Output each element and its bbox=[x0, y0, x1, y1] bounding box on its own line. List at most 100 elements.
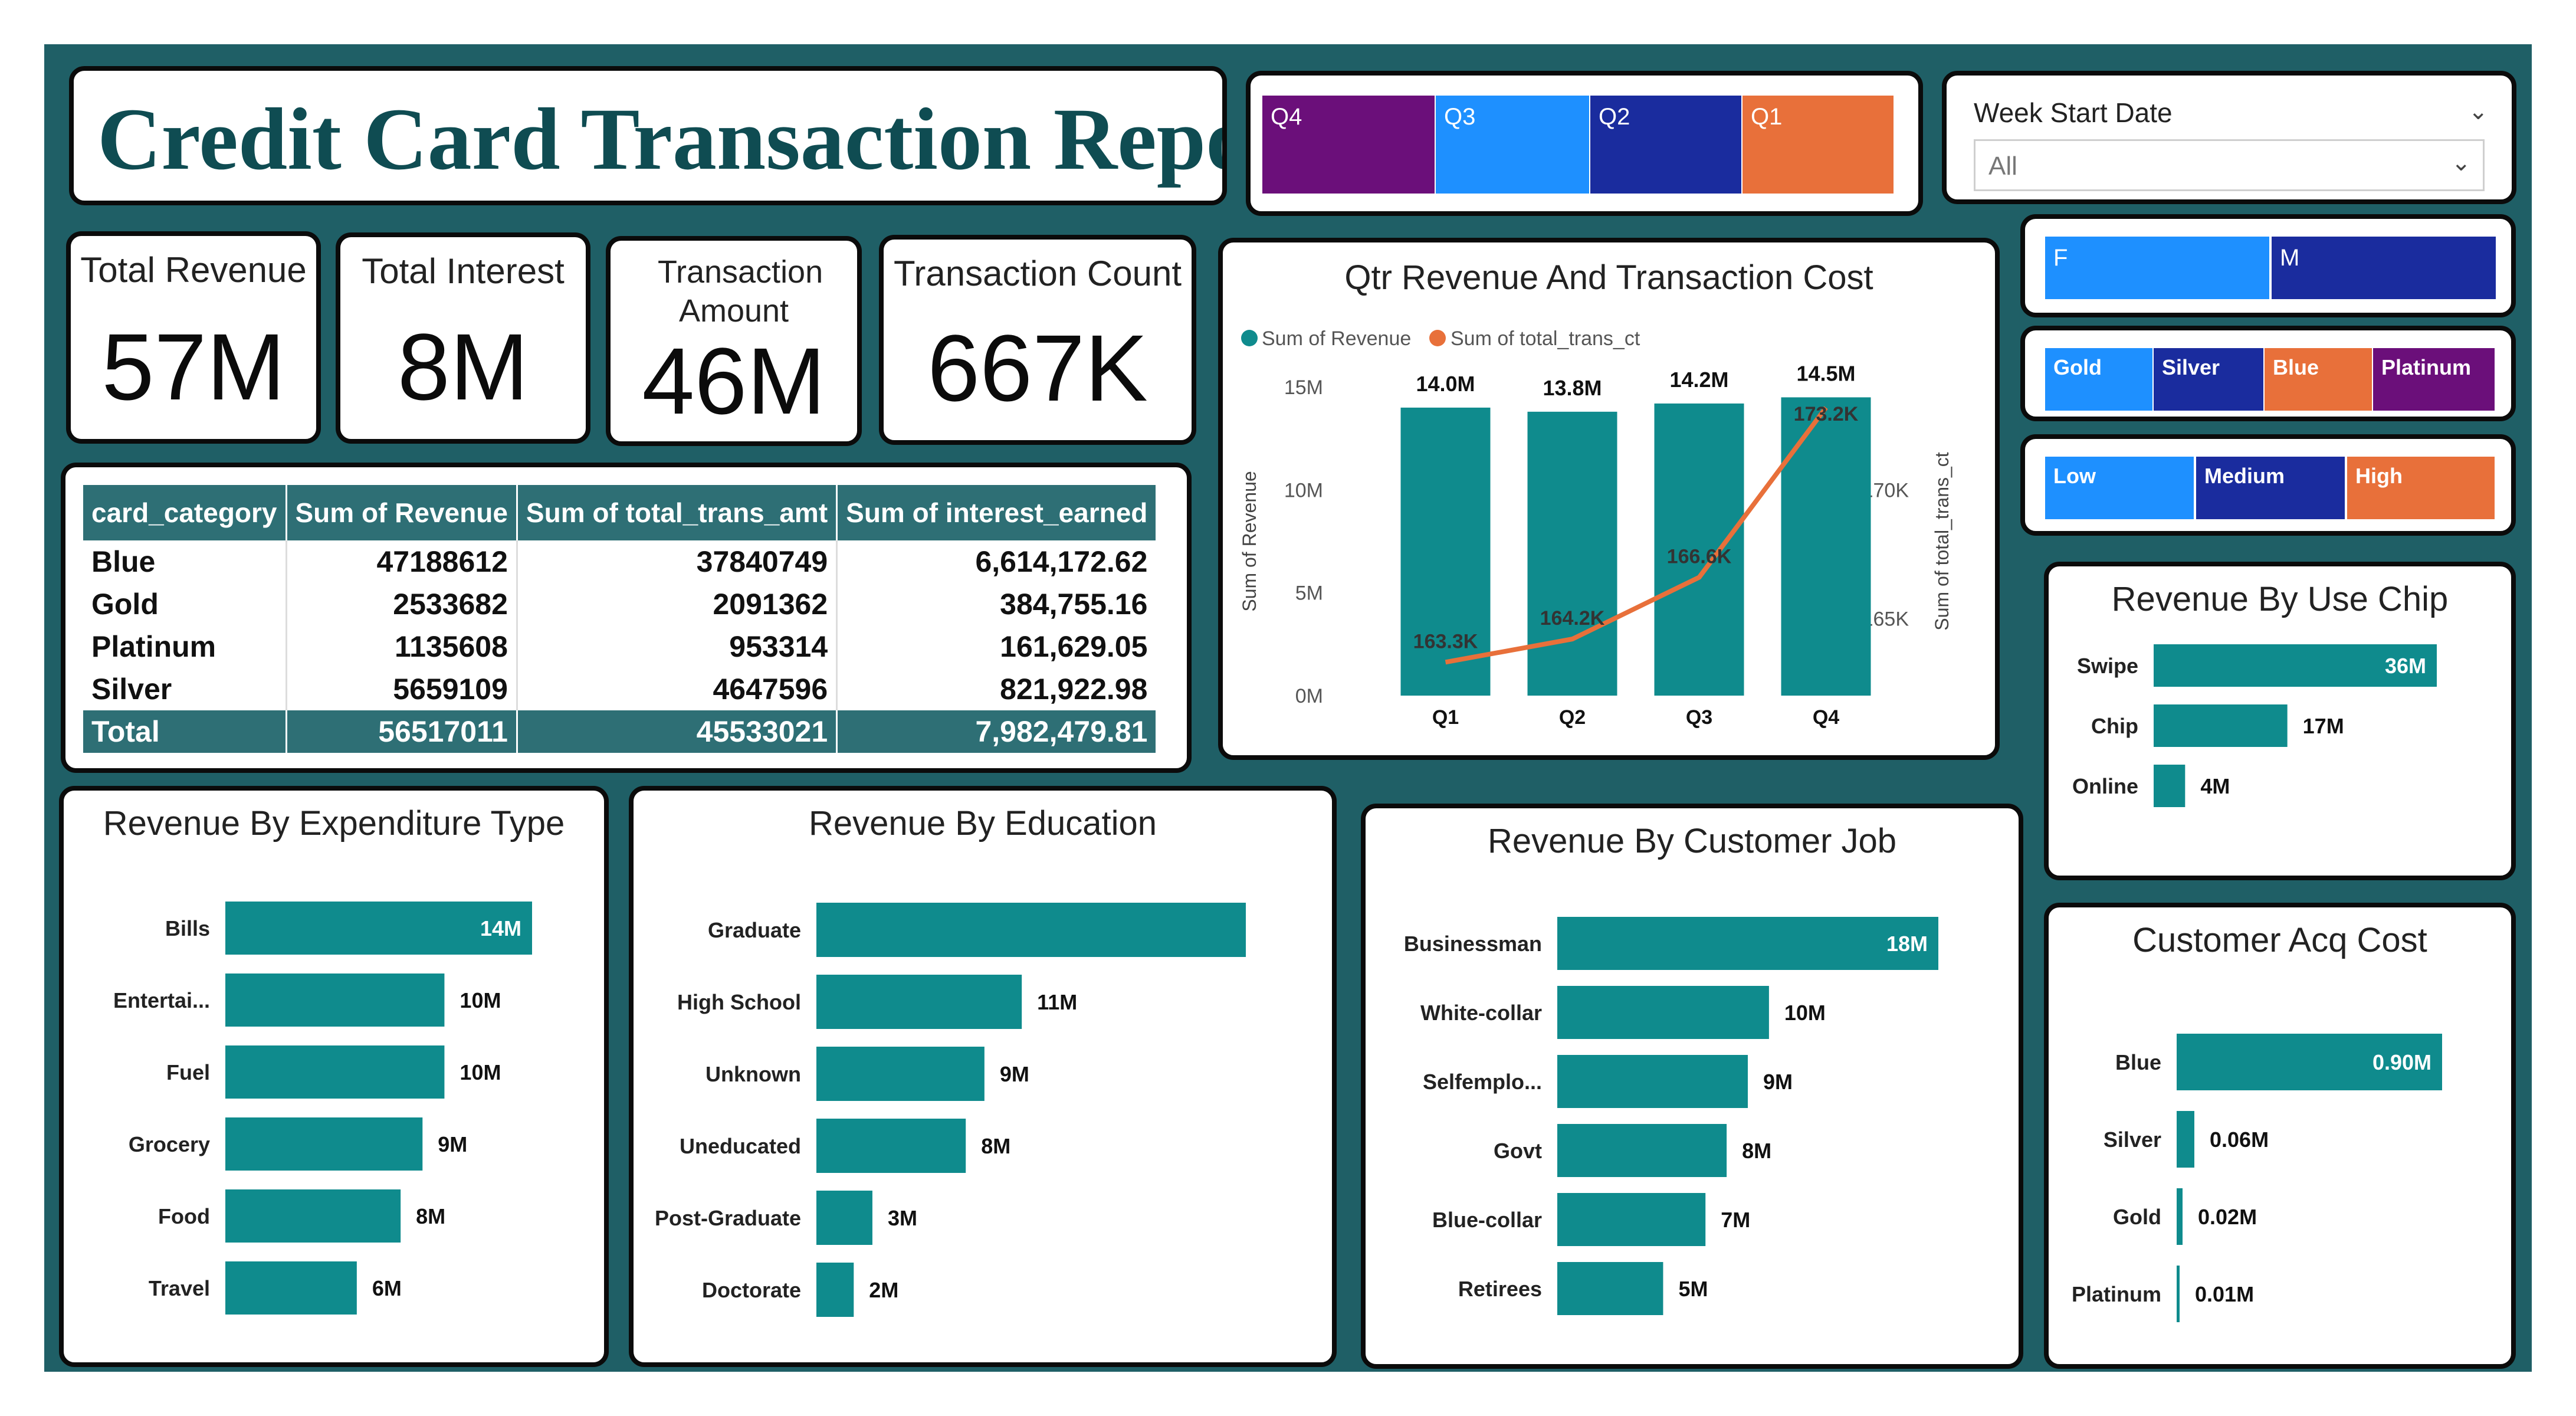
kpi-label: Total Revenue bbox=[80, 250, 307, 290]
category-label: High School bbox=[677, 990, 801, 1014]
matrix-header[interactable]: Sum of Revenue bbox=[286, 485, 518, 540]
line-data-label: 173.2K bbox=[1794, 403, 1859, 425]
bar[interactable] bbox=[1557, 1262, 1663, 1315]
expenditure-bar-chart: Bills 14M Entertai... 10M Fuel 10M Grocery 9M Fo… bbox=[113, 902, 532, 1315]
slicer-q4[interactable]: Q4 bbox=[1262, 96, 1435, 194]
legend-label: Sum of total_trans_ct bbox=[1451, 327, 1640, 350]
bar[interactable] bbox=[816, 1263, 854, 1317]
customer-job-bar-chart: Businessman 18M White-collar 10M Selfemplo..… bbox=[1404, 917, 1938, 1315]
bar[interactable] bbox=[2177, 1188, 2183, 1245]
bar[interactable] bbox=[1654, 403, 1744, 696]
week-slicer: Week Start Date ⌄ All ⌄ bbox=[1942, 71, 2516, 204]
slicer-platinum[interactable]: Platinum bbox=[2373, 348, 2495, 411]
title-card: Credit Card Transaction Report bbox=[69, 66, 1227, 205]
y-tick-label: 5M bbox=[1295, 582, 1323, 605]
bar[interactable] bbox=[816, 1191, 872, 1245]
slicer-q3-label: Q3 bbox=[1444, 104, 1476, 130]
bar[interactable] bbox=[225, 1189, 401, 1243]
kpi-value: 667K bbox=[927, 315, 1148, 421]
data-label: 11M bbox=[1037, 990, 1077, 1014]
matrix-cell: 2091362 bbox=[517, 583, 838, 625]
matrix-header[interactable]: Sum of interest_earned bbox=[836, 485, 1156, 540]
category-label: Blue bbox=[2115, 1050, 2161, 1074]
bar[interactable] bbox=[2177, 1034, 2442, 1090]
table-row[interactable]: Silver 5659109 4647596 821,922.98 bbox=[83, 668, 1156, 710]
matrix-cell: 6,614,172.62 bbox=[975, 545, 1148, 578]
bar[interactable] bbox=[1781, 397, 1871, 696]
qtr-revenue-chart-card: Qtr Revenue And Transaction Cost Sum of … bbox=[1218, 238, 2000, 760]
slicer-q1[interactable]: Q1 bbox=[1743, 96, 1894, 194]
bar[interactable] bbox=[2177, 1266, 2180, 1322]
bar[interactable] bbox=[1527, 411, 1617, 696]
slicer-low[interactable]: Low bbox=[2045, 457, 2194, 519]
bar[interactable] bbox=[2177, 1111, 2194, 1168]
slicer-q2[interactable]: Q2 bbox=[1590, 96, 1741, 194]
matrix-cell: Gold bbox=[83, 583, 287, 625]
slicer-medium[interactable]: Medium bbox=[2196, 457, 2345, 519]
bar[interactable] bbox=[1557, 1193, 1706, 1246]
bar[interactable] bbox=[1557, 986, 1769, 1039]
kpi-label: Total Interest bbox=[362, 251, 565, 291]
bar[interactable] bbox=[816, 975, 1022, 1029]
category-label: Food bbox=[158, 1204, 210, 1228]
week-dropdown[interactable]: All ⌄ bbox=[1974, 139, 2485, 191]
card-category-matrix: card_category Sum of Revenue Sum of tota… bbox=[61, 463, 1192, 773]
data-label: 2M bbox=[869, 1278, 898, 1302]
bar[interactable] bbox=[1557, 1055, 1748, 1108]
slicer-high-label: High bbox=[2355, 464, 2403, 488]
y-tick-label: 0M bbox=[1295, 685, 1323, 707]
bar[interactable] bbox=[1400, 407, 1491, 696]
education-chart-card: Revenue By Education Graduate High School… bbox=[629, 786, 1337, 1367]
bar[interactable] bbox=[225, 1261, 357, 1315]
category-label: Bills bbox=[165, 916, 210, 940]
table-row[interactable]: Blue 47188612 37840749 6,614,172.62 bbox=[83, 540, 1156, 583]
bar[interactable] bbox=[816, 903, 1246, 957]
legend-label: Sum of Revenue bbox=[1262, 327, 1411, 350]
acq-cost-bar-chart: Blue 0.90M Silver 0.06M Gold 0.02M Platinum 0.0… bbox=[2072, 1034, 2442, 1322]
category-label: Online bbox=[2072, 774, 2138, 798]
data-label: 10M bbox=[1784, 1001, 1826, 1025]
bar[interactable] bbox=[2154, 644, 2437, 687]
table-row[interactable]: Gold 2533682 2091362 384,755.16 bbox=[83, 583, 1156, 625]
slicer-silver-label: Silver bbox=[2162, 355, 2220, 379]
bar[interactable] bbox=[225, 1117, 423, 1171]
matrix-header[interactable]: Sum of total_trans_amt bbox=[517, 485, 838, 540]
bar[interactable] bbox=[816, 1047, 985, 1101]
bar[interactable] bbox=[1557, 1124, 1727, 1177]
data-label: 3M bbox=[888, 1206, 917, 1230]
slicer-gold-label: Gold bbox=[2053, 355, 2102, 379]
y-tick-label: 10M bbox=[1284, 479, 1323, 502]
trans-count-line[interactable] bbox=[1445, 406, 1828, 665]
table-total-row: Total 56517011 45533021 7,982,479.81 bbox=[83, 710, 1156, 753]
chart-title: Revenue By Education bbox=[808, 804, 1157, 843]
bar[interactable] bbox=[225, 902, 532, 955]
use-chip-chart-card: Revenue By Use Chip Swipe 36M Chip 17M Onlin… bbox=[2044, 562, 2516, 880]
category-label: Entertai... bbox=[113, 988, 210, 1012]
category-label: Blue-collar bbox=[1432, 1208, 1542, 1232]
slicer-m[interactable]: M bbox=[2272, 237, 2496, 299]
bar[interactable] bbox=[225, 1045, 445, 1099]
slicer-platinum-label: Platinum bbox=[2381, 355, 2472, 379]
slicer-high[interactable]: High bbox=[2347, 457, 2495, 519]
slicer-medium-label: Medium bbox=[2204, 464, 2285, 488]
slicer-blue[interactable]: Blue bbox=[2265, 348, 2372, 411]
slicer-q3[interactable]: Q3 bbox=[1436, 96, 1589, 194]
chevron-down-icon[interactable]: ⌄ bbox=[2468, 99, 2488, 124]
y-axis-title: Sum of Revenue bbox=[1239, 471, 1260, 611]
bar[interactable] bbox=[2154, 704, 2288, 747]
slicer-f[interactable]: F bbox=[2045, 237, 2269, 299]
slicer-silver[interactable]: Silver bbox=[2154, 348, 2263, 411]
customer-job-chart-card: Revenue By Customer Job Businessman 18M Wh… bbox=[1361, 804, 2023, 1369]
bar[interactable] bbox=[816, 1119, 966, 1173]
matrix-header[interactable]: card_category bbox=[83, 485, 287, 540]
category-label: Retirees bbox=[1458, 1277, 1542, 1301]
category-label: Silver bbox=[2104, 1127, 2161, 1152]
bar[interactable] bbox=[225, 974, 445, 1027]
category-label: Chip bbox=[2091, 714, 2138, 738]
bar[interactable] bbox=[2154, 765, 2186, 807]
slicer-gold[interactable]: Gold bbox=[2045, 348, 2152, 411]
page-title: Credit Card Transaction Report bbox=[97, 90, 1227, 188]
matrix-total-cell: 45533021 bbox=[517, 710, 838, 753]
table-row[interactable]: Platinum 1135608 953314 161,629.05 bbox=[83, 625, 1156, 668]
bar[interactable] bbox=[1557, 917, 1938, 970]
